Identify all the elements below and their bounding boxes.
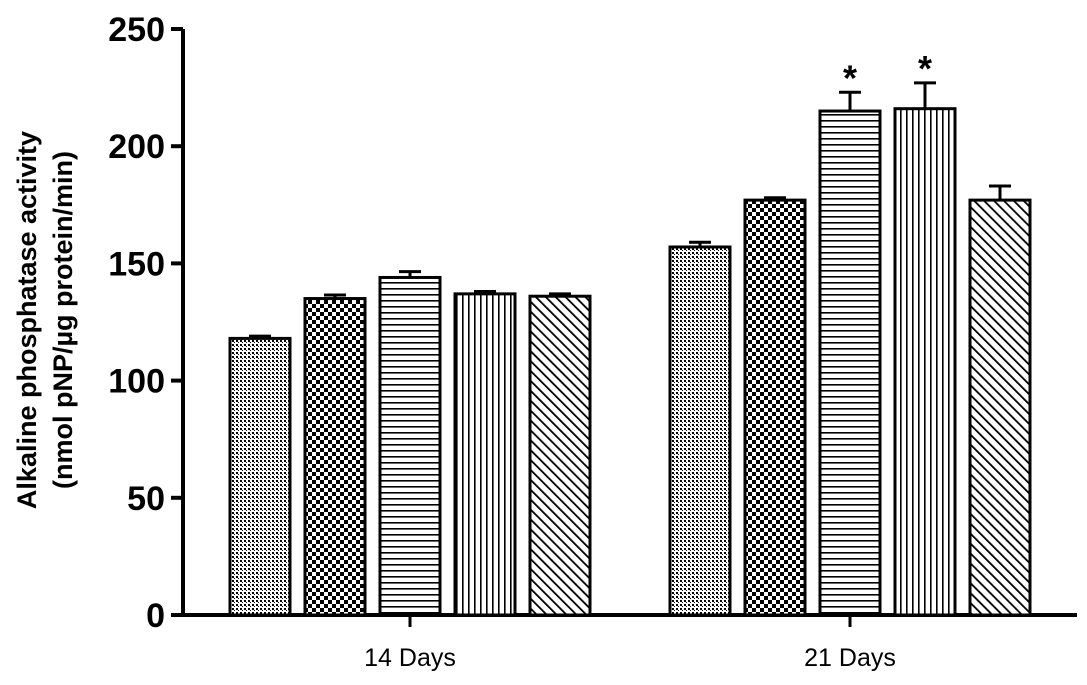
bar	[228, 336, 292, 617]
y-axis-title-line-1: Alkaline phosphatase activity	[12, 131, 42, 509]
bar	[818, 109, 882, 617]
x-tick-label: 14 Days	[364, 644, 456, 672]
bar	[528, 294, 592, 617]
y-tick-label: 150	[108, 245, 165, 283]
bar	[893, 107, 957, 617]
y-tick-label: 50	[127, 480, 165, 518]
y-axis-title-line-2: (nmol pNP/µg protein/min)	[48, 151, 78, 489]
y-tick-label: 0	[146, 597, 165, 635]
y-tick-label: 100	[108, 363, 165, 401]
y-axis: 0 50 100 150 200 250	[108, 11, 185, 635]
bar	[668, 245, 732, 617]
x-axis: 14 Days 21 Days	[181, 613, 1077, 672]
significance-marker: *	[918, 48, 932, 89]
y-tick-label: 200	[108, 128, 165, 166]
bar	[303, 297, 367, 617]
bar	[453, 292, 517, 617]
bar	[378, 275, 442, 617]
y-tick-label: 250	[108, 11, 165, 49]
bars-group: * *	[228, 48, 1032, 617]
bar	[743, 198, 807, 617]
x-tick-label: 21 Days	[804, 644, 896, 672]
significance-marker: *	[843, 57, 857, 98]
y-axis-title: Alkaline phosphatase activity (nmol pNP/…	[12, 131, 78, 509]
bar	[968, 198, 1032, 617]
